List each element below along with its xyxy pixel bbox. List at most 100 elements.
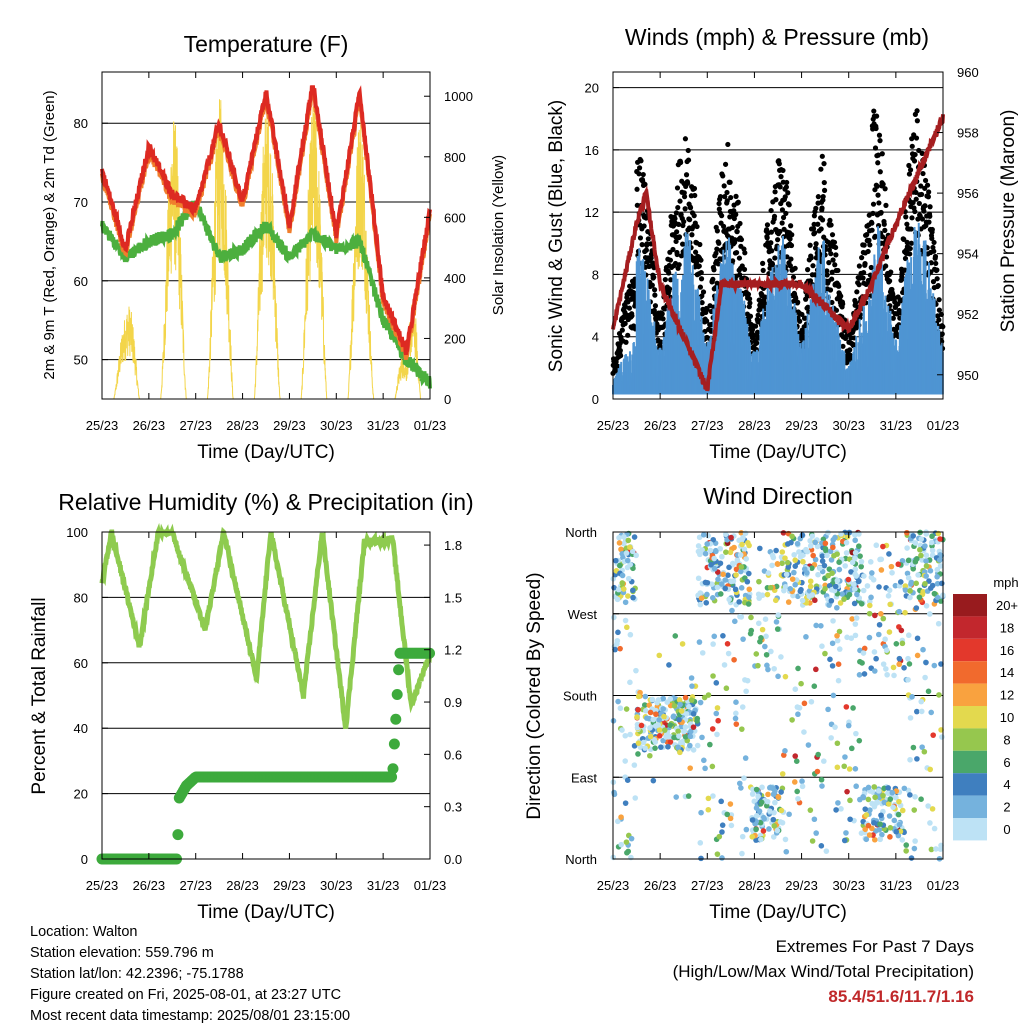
- direction-point: [707, 547, 714, 554]
- direction-point: [856, 737, 863, 744]
- direction-point: [687, 765, 693, 771]
- direction-point: [688, 697, 695, 703]
- gust-point: [907, 251, 913, 257]
- gust-point: [697, 241, 703, 248]
- gust-point: [704, 318, 710, 324]
- direction-point: [880, 792, 886, 799]
- direction-point: [633, 667, 639, 674]
- direction-point: [799, 778, 805, 785]
- direction-point: [649, 696, 656, 703]
- direction-point: [786, 811, 792, 818]
- gust-point: [698, 269, 704, 276]
- x-tick-label: 26/23: [644, 878, 677, 893]
- gust-point: [768, 240, 774, 246]
- gust-point: [638, 158, 644, 164]
- direction-point: [907, 588, 913, 594]
- direction-point: [652, 745, 658, 751]
- gust-point: [653, 317, 659, 323]
- direction-point: [934, 566, 941, 573]
- gust-point: [742, 250, 748, 256]
- gust-point: [792, 265, 798, 271]
- gust-point: [677, 198, 683, 204]
- pressure-line: [611, 114, 945, 392]
- gust-point: [840, 301, 846, 307]
- direction-point: [650, 716, 657, 723]
- direction-point: [905, 632, 912, 639]
- direction-point: [867, 602, 873, 609]
- gust-point: [866, 237, 872, 243]
- direction-point: [926, 611, 933, 617]
- gust-point: [829, 299, 835, 306]
- gust-point: [629, 313, 635, 319]
- direction-point: [825, 706, 831, 713]
- direction-point: [678, 739, 684, 746]
- direction-point: [909, 693, 915, 700]
- direction-point: [660, 706, 667, 712]
- legend-label: 12: [1000, 688, 1014, 703]
- direction-point: [755, 793, 761, 800]
- direction-point: [887, 825, 894, 831]
- direction-point: [633, 552, 639, 559]
- gust-point: [648, 255, 654, 261]
- direction-point: [886, 551, 892, 557]
- direction-point: [713, 680, 720, 686]
- direction-point: [845, 576, 852, 583]
- gust-point: [913, 135, 920, 141]
- direction-point: [653, 711, 659, 718]
- direction-point: [732, 586, 739, 593]
- direction-point: [682, 724, 689, 730]
- gust-point: [867, 242, 873, 248]
- direction-point: [801, 700, 808, 707]
- winds-ylabel: Sonic Wind & Gust (Blue, Black): [546, 100, 567, 372]
- direction-point: [807, 583, 814, 590]
- direction-point: [871, 649, 878, 655]
- direction-point: [871, 836, 878, 843]
- gust-point: [909, 143, 915, 149]
- direction-point: [906, 661, 913, 667]
- direction-point: [808, 698, 815, 705]
- direction-point: [812, 539, 819, 546]
- rain-point: [393, 664, 405, 676]
- direction-point: [831, 552, 837, 559]
- direction-point: [635, 693, 642, 700]
- gust-point: [912, 208, 918, 215]
- direction-point: [723, 685, 730, 692]
- direction-point: [647, 709, 654, 716]
- direction-point: [825, 529, 831, 536]
- y2-tick-label: 600: [444, 210, 466, 225]
- gust-point: [815, 221, 821, 227]
- legend-label: 4: [1003, 777, 1010, 792]
- gust-point: [783, 210, 789, 216]
- direction-point: [721, 662, 728, 668]
- direction-point: [911, 807, 918, 813]
- gust-point: [614, 363, 621, 369]
- direction-point: [621, 534, 627, 540]
- gust-point: [675, 204, 681, 211]
- direction-point: [822, 540, 829, 547]
- direction-point: [766, 826, 772, 832]
- gust-point: [724, 189, 730, 196]
- direction-point: [667, 722, 673, 728]
- direction-point: [904, 545, 910, 551]
- y-tick-label: 60: [74, 656, 88, 671]
- direction-point: [818, 843, 825, 849]
- direction-point: [902, 609, 908, 616]
- direction-ylabel: Direction (Colored By Speed): [524, 572, 545, 819]
- direction-point: [913, 605, 920, 611]
- direction-point: [901, 785, 908, 792]
- y2-tick-label: 950: [957, 368, 979, 383]
- direction-point: [938, 727, 944, 733]
- direction-point: [841, 763, 848, 770]
- direction-point: [622, 599, 629, 606]
- direction-point: [624, 777, 631, 783]
- direction-point: [908, 855, 915, 861]
- direction-point: [727, 801, 734, 807]
- gust-point: [927, 213, 933, 219]
- direction-point: [710, 673, 716, 679]
- pressure-series: [611, 114, 945, 392]
- x-tick-label: 27/23: [691, 878, 724, 893]
- gust-point: [681, 194, 688, 200]
- direction-point: [768, 785, 775, 791]
- direction-point: [710, 536, 717, 543]
- gust-point: [835, 267, 841, 274]
